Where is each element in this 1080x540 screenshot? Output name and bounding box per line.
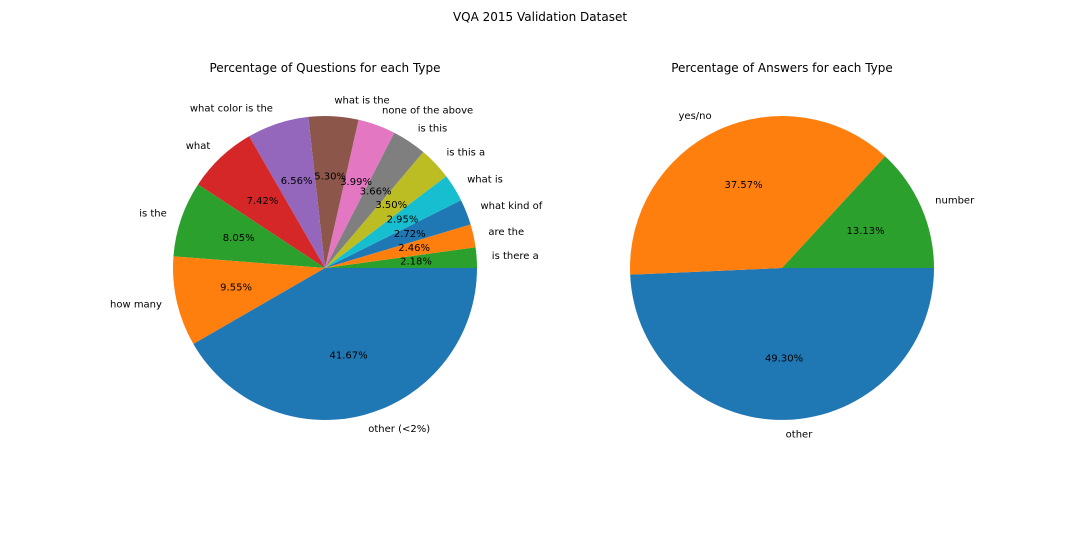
questions-label-what-is: what is bbox=[467, 174, 503, 185]
questions-label-is-this: is this bbox=[418, 123, 447, 134]
questions-slice-what-kind-of bbox=[325, 200, 471, 268]
questions-label-is-the: is the bbox=[139, 208, 167, 219]
questions-pct-what-is: 2.95% bbox=[387, 214, 419, 225]
answers-pie-chart: Percentage of Answers for each Type othe… bbox=[630, 61, 975, 441]
questions-label-what-is-the: what is the bbox=[334, 96, 389, 107]
questions-pie-chart: Percentage of Questions for each Type is… bbox=[110, 61, 543, 435]
answers-label-other: other bbox=[786, 430, 814, 441]
questions-pct-how-many: 9.55% bbox=[220, 283, 252, 294]
questions-pct-is-there-a: 2.18% bbox=[400, 256, 432, 267]
answers-pie-slices bbox=[630, 116, 934, 420]
questions-chart-title: Percentage of Questions for each Type bbox=[209, 61, 440, 75]
questions-label-is-this-a: is this a bbox=[446, 148, 485, 159]
answers-label-number: number bbox=[935, 195, 975, 206]
questions-slice-is-there-a bbox=[325, 247, 477, 268]
answers-slice-other bbox=[630, 268, 934, 420]
questions-slice-is-this-a bbox=[325, 152, 447, 268]
questions-label-none-of-the-above: none of the above bbox=[382, 105, 473, 116]
questions-slice-none-of-the-above bbox=[325, 119, 395, 268]
answers-label-yes-no: yes/no bbox=[679, 111, 712, 122]
questions-pct-are-the: 2.46% bbox=[398, 243, 430, 254]
questions-pct-is-this-a: 3.50% bbox=[375, 200, 407, 211]
questions-slice-what-color-is-the bbox=[249, 116, 325, 269]
answers-pie-labels: other 49.30% yes/no 37.57% number 13.13% bbox=[679, 111, 976, 441]
questions-label-what: what bbox=[186, 141, 211, 152]
questions-slice-what bbox=[198, 136, 325, 268]
questions-pct-other-2: 41.67% bbox=[330, 351, 368, 362]
questions-label-is-there-a: is there a bbox=[492, 251, 539, 262]
questions-pie-labels: is there a 2.18% are the 2.46% what kind of 2… bbox=[110, 96, 543, 435]
questions-slice-is-this bbox=[325, 132, 424, 268]
questions-label-what-color-is-the: what color is the bbox=[190, 104, 273, 115]
answers-pct-yes-no: 37.57% bbox=[725, 180, 763, 191]
questions-label-other-2: other (<2%) bbox=[368, 424, 430, 435]
answers-chart-title: Percentage of Answers for each Type bbox=[671, 61, 893, 75]
questions-pie-slices bbox=[172, 116, 477, 420]
answers-slice-yes-no bbox=[630, 116, 886, 275]
questions-slice-is-the bbox=[173, 184, 325, 268]
answers-pct-number: 13.13% bbox=[846, 226, 884, 237]
questions-pct-what-color-is-the: 6.56% bbox=[281, 176, 313, 187]
questions-label-what-kind-of: what kind of bbox=[480, 201, 542, 212]
figure-suptitle: VQA 2015 Validation Dataset bbox=[453, 10, 627, 24]
questions-slice-are-the bbox=[325, 224, 476, 268]
questions-slice-what-is bbox=[325, 176, 462, 268]
questions-pct-none-of-the-above: 3.99% bbox=[340, 177, 372, 188]
questions-pct-what: 7.42% bbox=[247, 196, 279, 207]
questions-label-how-many: how many bbox=[110, 300, 162, 311]
answers-slice-number bbox=[782, 156, 934, 268]
questions-slice-what-is-the bbox=[308, 116, 359, 269]
questions-pct-what-is-the: 5.30% bbox=[314, 171, 346, 182]
questions-label-are-the: are the bbox=[488, 227, 524, 238]
questions-pct-what-kind-of: 2.72% bbox=[394, 229, 426, 240]
questions-pct-is-the: 8.05% bbox=[223, 233, 255, 244]
answers-pct-other: 49.30% bbox=[765, 354, 803, 365]
questions-slice-how-many bbox=[172, 256, 325, 345]
questions-slice-other-2 bbox=[193, 268, 477, 420]
questions-pct-is-this: 3.66% bbox=[360, 187, 392, 198]
